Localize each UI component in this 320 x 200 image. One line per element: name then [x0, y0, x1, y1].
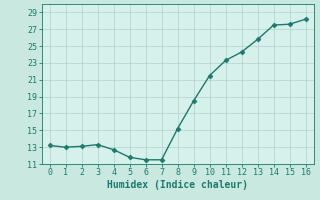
- X-axis label: Humidex (Indice chaleur): Humidex (Indice chaleur): [107, 180, 248, 190]
